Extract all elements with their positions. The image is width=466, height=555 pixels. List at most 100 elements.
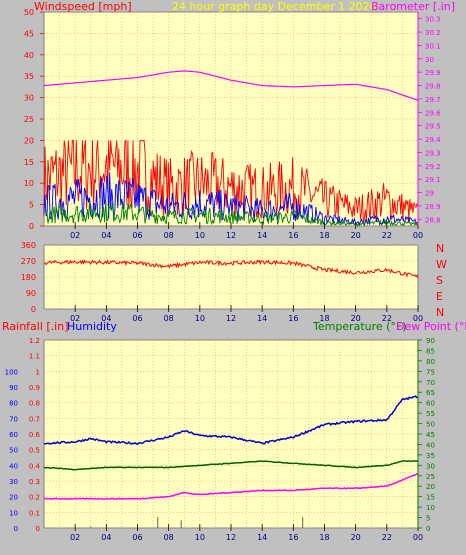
humidity-tick-label: 20 <box>9 494 18 502</box>
barometer-label: Barometer [.in] <box>371 0 455 13</box>
temperature-grid <box>44 339 418 529</box>
temp-tick-label: 20 <box>426 483 435 491</box>
x-tick-label: 20 <box>351 231 361 240</box>
x-tick-label: 22 <box>382 314 392 323</box>
right-tick-label: 28.8 <box>425 216 441 224</box>
x-tick-label: 20 <box>351 314 361 323</box>
right-tick-label: 29.3 <box>425 149 441 157</box>
right-tick-label: 29.2 <box>425 163 441 171</box>
rain-tick-label: 0.4 <box>29 462 41 470</box>
x-tick-label: 14 <box>257 231 267 240</box>
x-tick-label: 00 <box>413 231 423 240</box>
rain-tick-label: 0.8 <box>29 400 40 408</box>
right-tick-label: 29 <box>425 190 434 198</box>
right-tick-label: 30.1 <box>425 42 441 50</box>
left-tick-label: 10 <box>24 179 34 188</box>
temperature-axes: 0 0.1 0.2 0.3 0.4 0.5 0.6 0.7 0.8 0.9 1 1.1 1.2 0 10 20… <box>5 337 435 542</box>
rain-tick-label: 1.2 <box>29 337 40 345</box>
left-tick-label: 25 <box>24 115 34 124</box>
temp-tick-label: 0 <box>426 525 430 533</box>
humidity-tick-label: 100 <box>5 368 18 376</box>
left-tick-label: 180 <box>21 273 36 282</box>
temp-tick-label: 50 <box>426 421 435 429</box>
x-tick-label: 08 <box>164 314 174 323</box>
x-tick-label: 18 <box>319 533 329 542</box>
direction-series <box>43 259 419 279</box>
x-tick-label: 00 <box>413 314 423 323</box>
rain-tick-label: 0.3 <box>29 478 40 486</box>
right-tick-label: 29.4 <box>425 136 441 144</box>
temp-tick-label: 15 <box>426 494 435 502</box>
temp-tick-label: 30 <box>426 462 435 470</box>
temp-tick-label: 40 <box>426 441 435 449</box>
x-tick-label: 00 <box>413 533 423 542</box>
rain-tick-label: 1.1 <box>29 353 40 361</box>
rain-tick-label: 0.7 <box>29 415 40 423</box>
left-tick-label: 30 <box>24 94 34 103</box>
right-tick-label: 29.8 <box>425 83 441 91</box>
humidity-line <box>43 395 419 446</box>
barometer-line <box>43 70 419 101</box>
rain-tick-label: 0.1 <box>29 509 40 517</box>
right-tick-label: 29.6 <box>425 109 441 117</box>
direction-line <box>43 259 419 279</box>
x-tick-label: 04 <box>101 314 111 323</box>
temp-tick-label: 65 <box>426 389 435 397</box>
temp-tick-label: 35 <box>426 452 435 460</box>
temp-tick-label: 75 <box>426 368 435 376</box>
humidity-tick-label: 70 <box>9 415 18 423</box>
temp-tick-label: 85 <box>426 347 435 355</box>
temp-tick-label: 70 <box>426 379 435 387</box>
x-tick-label: 06 <box>132 231 142 240</box>
x-tick-label: 02 <box>70 533 80 542</box>
left-tick-label: 20 <box>24 136 34 145</box>
right-tick-label: 29.7 <box>425 96 441 104</box>
x-tick-label: 14 <box>257 314 267 323</box>
direction-axes: 0 90 180 270 360 02 04 06 08 10 12 14 16 18 20 22 00 <box>21 241 423 323</box>
humidity-tick-label: 60 <box>9 431 18 439</box>
rain-tick-label: 0 <box>36 525 40 533</box>
compass-e: E <box>436 290 443 303</box>
compass-n: N <box>436 306 444 319</box>
gust-line <box>43 139 419 223</box>
left-tick-label: 35 <box>24 72 34 81</box>
x-tick-label: 22 <box>382 533 392 542</box>
x-tick-label: 04 <box>101 533 111 542</box>
temp-tick-label: 55 <box>426 410 435 418</box>
x-tick-label: 02 <box>70 314 80 323</box>
humidity-tick-label: 30 <box>9 478 18 486</box>
rain-tick-label: 0.9 <box>29 384 40 392</box>
compass-n: N <box>436 242 444 255</box>
right-tick-label: 30 <box>425 56 434 64</box>
wind-axes: 0 5 10 15 20 25 30 35 40 45 50 28.8 28.9 29 29.1 29.2 29… <box>24 8 441 240</box>
humidity-tick-label: 0 <box>14 525 18 533</box>
right-tick-label: 29.1 <box>425 176 441 184</box>
temp-tick-label: 25 <box>426 473 435 481</box>
compass-s: S <box>436 274 443 287</box>
left-tick-label: 0 <box>31 305 36 314</box>
rainfall-label: Rainfall [.in] <box>2 320 69 333</box>
left-tick-label: 5 <box>29 201 34 210</box>
temp-tick-label: 5 <box>426 515 430 523</box>
left-tick-label: 90 <box>26 289 36 298</box>
x-tick-label: 06 <box>132 533 142 542</box>
left-tick-label: 270 <box>21 257 36 266</box>
graph-title: 24 hour graph day December 1 2026 <box>172 0 377 13</box>
humidity-tick-label: 90 <box>9 384 18 392</box>
x-tick-label: 08 <box>164 231 174 240</box>
humidity-label: Humidity <box>67 320 117 333</box>
temp-tick-label: 10 <box>426 504 435 512</box>
x-tick-label: 04 <box>101 231 111 240</box>
humidity-tick-label: 50 <box>9 447 18 455</box>
x-tick-label: 12 <box>226 231 236 240</box>
x-tick-label: 16 <box>288 533 298 542</box>
x-tick-label: 06 <box>132 314 142 323</box>
compass-w: W <box>436 258 447 271</box>
windspeed-label: Windspeed [mph] <box>34 0 132 13</box>
x-tick-label: 10 <box>195 231 205 240</box>
x-tick-label: 08 <box>164 533 174 542</box>
temperature-series <box>43 395 419 528</box>
x-tick-label: 12 <box>226 314 236 323</box>
humidity-tick-label: 80 <box>9 400 18 408</box>
